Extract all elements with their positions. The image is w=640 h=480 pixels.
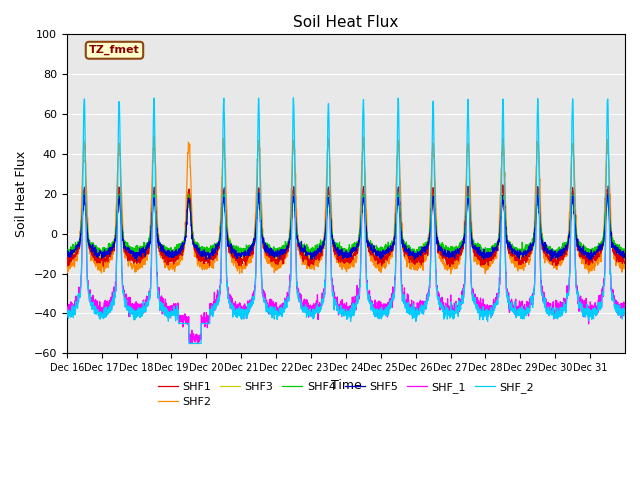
SHF_2 [380,308,388,313]
SHF_2 [239,311,247,316]
SHF5 [63,251,70,257]
SHF2 [150,133,157,139]
SHF3 [239,251,247,257]
SHF4 [515,249,522,254]
Line: SHF_1: SHF_1 [67,194,625,344]
SHF_2 [63,305,70,311]
Line: SHF3: SHF3 [67,189,625,263]
Line: SHF2: SHF2 [67,136,625,274]
SHF3 [306,260,314,265]
SHF5 [239,252,247,257]
Line: SHF5: SHF5 [67,193,625,261]
Line: SHF4: SHF4 [67,194,625,256]
SHF5 [380,251,387,256]
SHF3 [380,251,387,256]
SHF_1 [546,300,554,306]
SHF_2 [118,285,126,290]
SHF2 [239,264,247,270]
SHF_2 [289,95,297,101]
SHF2 [118,218,126,224]
SHF4 [614,244,621,250]
SHF1 [239,257,247,263]
SHF2 [447,271,454,277]
SHF4 [63,248,70,254]
SHF4 [377,253,385,259]
SHF_2 [185,341,193,347]
SHF_1 [515,305,522,311]
SHF3 [546,255,554,261]
SHF2 [621,264,629,270]
SHF2 [380,256,387,262]
SHF_1 [621,301,629,307]
SHF1 [546,258,554,264]
SHF5 [515,254,522,260]
Legend: SHF1, SHF2, SHF3, SHF4, SHF5, SHF_1, SHF_2: SHF1, SHF2, SHF3, SHF4, SHF5, SHF_1, SHF… [154,377,538,412]
Title: Soil Heat Flux: Soil Heat Flux [293,15,399,30]
SHF5 [547,258,555,264]
SHF1 [118,232,126,238]
SHF_1 [463,192,471,197]
SHF_1 [186,341,194,347]
SHF1 [614,255,621,261]
SHF_1 [380,306,387,312]
SHF4 [81,191,88,197]
SHF1 [621,260,629,266]
SHF4 [380,249,388,254]
SHF_1 [63,304,70,310]
SHF_1 [239,307,247,312]
SHF5 [118,234,126,240]
X-axis label: Time: Time [330,379,361,392]
SHF1 [63,254,70,260]
SHF2 [614,257,621,263]
SHF2 [546,259,554,265]
SHF_2 [614,307,621,313]
SHF3 [621,254,629,260]
SHF_1 [614,303,621,309]
SHF4 [119,228,127,234]
SHF3 [614,250,621,256]
SHF_1 [118,284,126,290]
Line: SHF_2: SHF_2 [67,98,625,344]
SHF3 [118,229,126,235]
SHF5 [255,191,263,196]
SHF4 [621,250,629,255]
SHF_2 [621,305,629,311]
SHF4 [239,250,247,255]
Line: SHF1: SHF1 [67,185,625,266]
SHF3 [534,186,542,192]
SHF5 [614,249,621,255]
SHF2 [63,265,70,271]
SHF5 [621,252,629,258]
SHF3 [63,250,70,255]
SHF1 [380,259,387,265]
SHF1 [515,255,522,261]
SHF1 [499,182,507,188]
SHF_2 [546,309,554,314]
SHF1 [446,264,454,269]
Y-axis label: Soil Heat Flux: Soil Heat Flux [15,151,28,237]
Text: TZ_fmet: TZ_fmet [89,45,140,55]
SHF5 [546,248,554,254]
SHF_2 [515,308,522,313]
SHF2 [515,260,522,265]
SHF4 [546,248,554,254]
SHF3 [515,253,522,259]
